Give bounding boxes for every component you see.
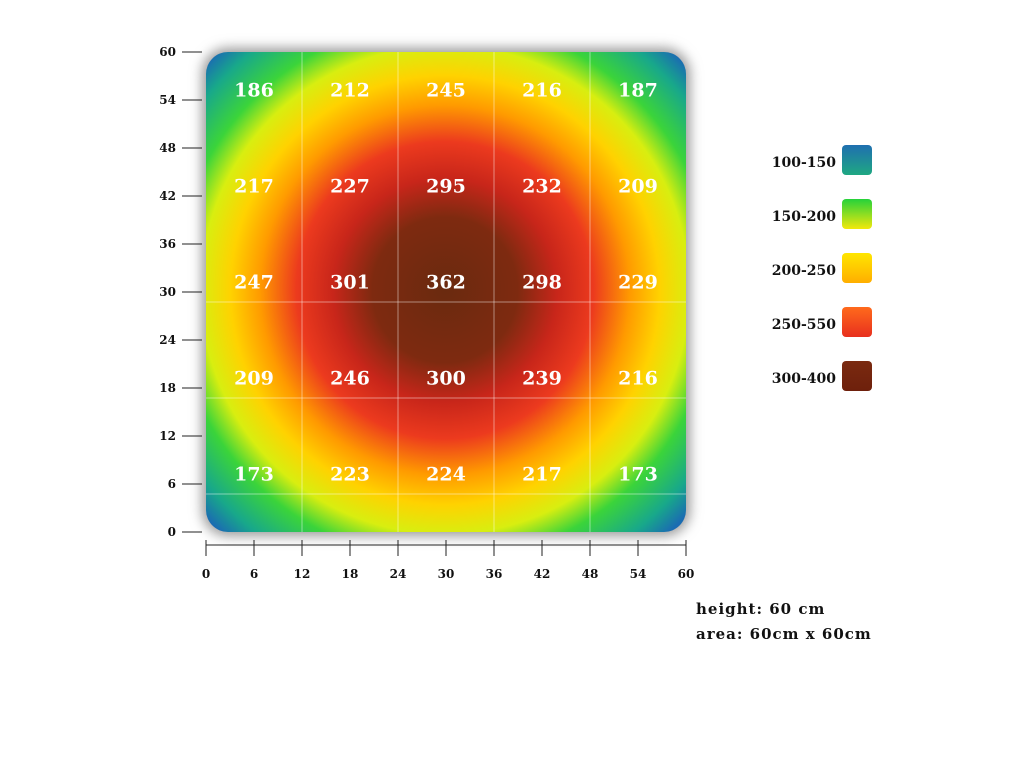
cell-value: 217 [234, 175, 274, 197]
heat-surface [206, 52, 686, 532]
y-tick-label: 30 [159, 285, 176, 299]
cell-value: 223 [330, 463, 370, 485]
x-axis-ticks: 0 6 12 18 24 30 36 42 48 54 60 [202, 540, 695, 581]
y-axis-ticks: 0 6 12 18 24 30 36 42 48 54 60 [159, 45, 202, 539]
cell-value: 227 [330, 175, 370, 197]
y-tick-label: 42 [159, 189, 176, 203]
y-tick-label: 36 [159, 237, 176, 251]
x-tick-label: 30 [438, 567, 455, 581]
y-tick-label: 24 [159, 333, 176, 347]
legend: 100-150 150-200 200-250 250-550 300-400 [772, 145, 872, 391]
x-tick-label: 60 [678, 567, 695, 581]
cell-value: 173 [618, 463, 658, 485]
cell-value: 246 [330, 367, 370, 389]
legend-swatch [842, 199, 872, 229]
legend-swatch [842, 145, 872, 175]
y-tick-label: 18 [159, 381, 176, 395]
cell-value: 229 [618, 271, 658, 293]
legend-swatch [842, 307, 872, 337]
cell-value: 216 [522, 79, 562, 101]
y-tick-label: 12 [159, 429, 176, 443]
x-tick-label: 24 [390, 567, 407, 581]
cell-value: 186 [234, 79, 274, 101]
area-annotation: area: 60cm x 60cm [696, 625, 872, 643]
legend-label: 150-200 [772, 209, 837, 225]
cell-labels: 186 212 245 216 187 217 227 295 232 209 247 301 362 2… [234, 79, 658, 485]
cell-value: 212 [330, 79, 370, 101]
legend-label: 200-250 [772, 263, 837, 279]
cell-value: 216 [618, 367, 658, 389]
cell-value: 224 [426, 463, 466, 485]
legend-label: 250-550 [772, 317, 837, 333]
height-annotation: height: 60 cm [696, 600, 826, 618]
x-tick-label: 36 [486, 567, 503, 581]
cell-value: 209 [234, 367, 274, 389]
y-tick-label: 60 [159, 45, 176, 59]
grid-lines [206, 52, 686, 591]
cell-value: 173 [234, 463, 274, 485]
legend-label: 300-400 [772, 371, 837, 387]
legend-swatch [842, 361, 872, 391]
x-tick-label: 48 [582, 567, 599, 581]
x-tick-label: 54 [630, 567, 647, 581]
cell-value: 209 [618, 175, 658, 197]
cell-value: 239 [522, 367, 562, 389]
x-tick-label: 42 [534, 567, 551, 581]
y-tick-label: 54 [159, 93, 176, 107]
cell-value: 298 [522, 271, 562, 293]
cell-value: 247 [234, 271, 274, 293]
x-tick-label: 12 [294, 567, 311, 581]
axes: 0 6 12 18 24 30 36 42 48 54 60 0 6 12 18 24 30 36 42 48 54 6… [159, 45, 694, 581]
legend-swatch [842, 253, 872, 283]
x-tick-label: 0 [202, 567, 210, 581]
cell-value: 301 [330, 271, 370, 293]
cell-value: 217 [522, 463, 562, 485]
cell-value: 295 [426, 175, 466, 197]
cell-value: 232 [522, 175, 562, 197]
cell-value: 245 [426, 79, 466, 101]
cell-value: 300 [426, 367, 466, 389]
y-tick-label: 48 [159, 141, 176, 155]
x-tick-label: 6 [250, 567, 258, 581]
cell-value: 187 [618, 79, 658, 101]
y-tick-label: 0 [168, 525, 176, 539]
cell-value: 362 [426, 271, 466, 293]
y-tick-label: 6 [168, 477, 176, 491]
x-tick-label: 18 [342, 567, 359, 581]
legend-label: 100-150 [772, 155, 837, 171]
